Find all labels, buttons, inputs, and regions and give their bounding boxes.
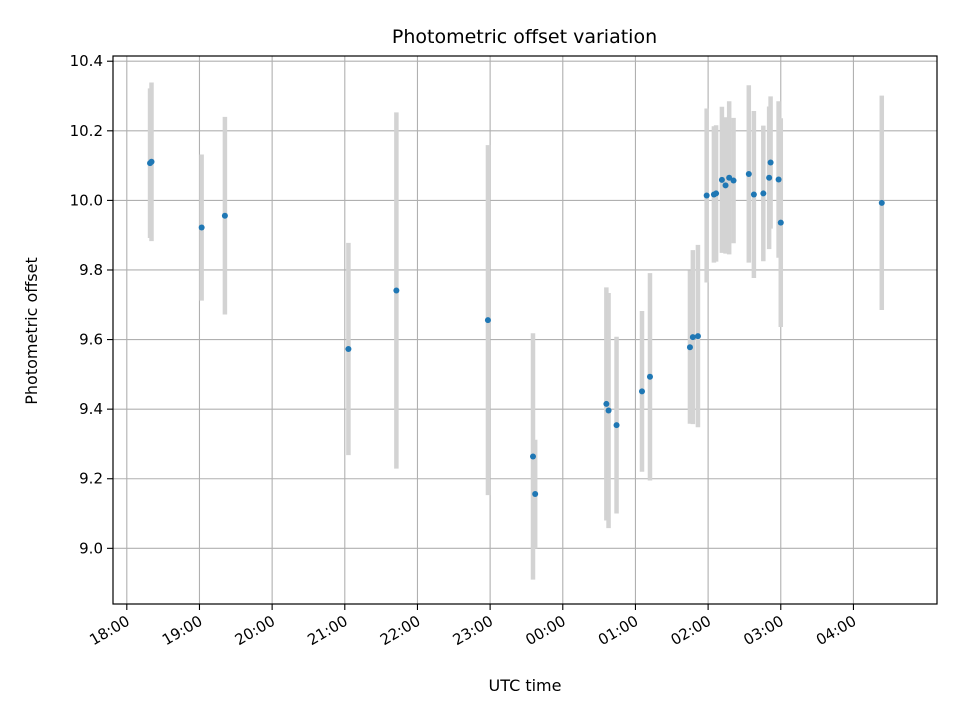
data-point (878, 199, 885, 206)
data-point (713, 190, 720, 197)
data-point (694, 333, 701, 340)
grid-lines (113, 56, 937, 604)
x-tick-label: 18:00 (86, 612, 132, 649)
x-axis-title: UTC time (489, 676, 562, 695)
data-point (722, 182, 729, 189)
data-point (726, 174, 733, 181)
data-point (760, 190, 767, 197)
data-point (605, 407, 612, 414)
x-tick-label: 20:00 (232, 612, 278, 649)
data-point (345, 345, 352, 352)
data-point (703, 192, 710, 199)
data-point (198, 224, 205, 231)
x-tick-label: 19:00 (159, 612, 205, 649)
data-point (766, 174, 773, 181)
data-point (529, 453, 536, 460)
data-point (148, 158, 155, 165)
y-tick-label: 10.4 (70, 52, 103, 70)
plot-frame (112, 55, 938, 605)
x-axis-ticks: 18:00 19:00 20:00 21:00 22:00 23:00 00:00 01:00… (86, 604, 859, 649)
data-point (777, 219, 784, 226)
y-tick-label: 9.6 (79, 331, 103, 349)
data-point (638, 388, 645, 395)
x-tick-label: 01:00 (595, 612, 641, 649)
data-point (393, 287, 400, 294)
data-points (147, 158, 885, 498)
x-tick-label: 23:00 (450, 612, 496, 649)
x-tick-label: 21:00 (304, 612, 350, 649)
y-tick-label: 9.4 (79, 400, 103, 418)
data-point (730, 177, 737, 184)
data-point (686, 344, 693, 351)
data-point (646, 373, 653, 380)
data-point (484, 317, 491, 324)
chart-title: Photometric offset variation (392, 26, 657, 48)
data-point (613, 422, 620, 429)
y-tick-label: 9.8 (79, 261, 103, 279)
y-tick-label: 10.2 (70, 122, 103, 140)
data-point (745, 170, 752, 177)
data-point (221, 212, 228, 219)
x-tick-label: 04:00 (813, 612, 859, 649)
x-tick-label: 22:00 (377, 612, 423, 649)
x-tick-label: 02:00 (668, 612, 714, 649)
error-bars (147, 82, 885, 580)
data-point (603, 400, 610, 407)
x-tick-label: 00:00 (522, 612, 568, 649)
data-point (689, 334, 696, 341)
data-point (767, 159, 774, 166)
y-axis-ticks: 9.0 9.2 9.4 9.6 9.8 10.0 10.2 10.4 (70, 52, 113, 557)
y-axis-title: Photometric offset (22, 257, 41, 405)
y-tick-label: 9.2 (79, 470, 103, 488)
data-point (775, 176, 782, 183)
y-tick-label: 10.0 (70, 191, 103, 209)
data-point (718, 176, 725, 183)
y-tick-label: 9.0 (79, 539, 103, 557)
x-tick-label: 03:00 (740, 612, 786, 649)
data-point (750, 191, 757, 198)
data-point (532, 491, 539, 498)
